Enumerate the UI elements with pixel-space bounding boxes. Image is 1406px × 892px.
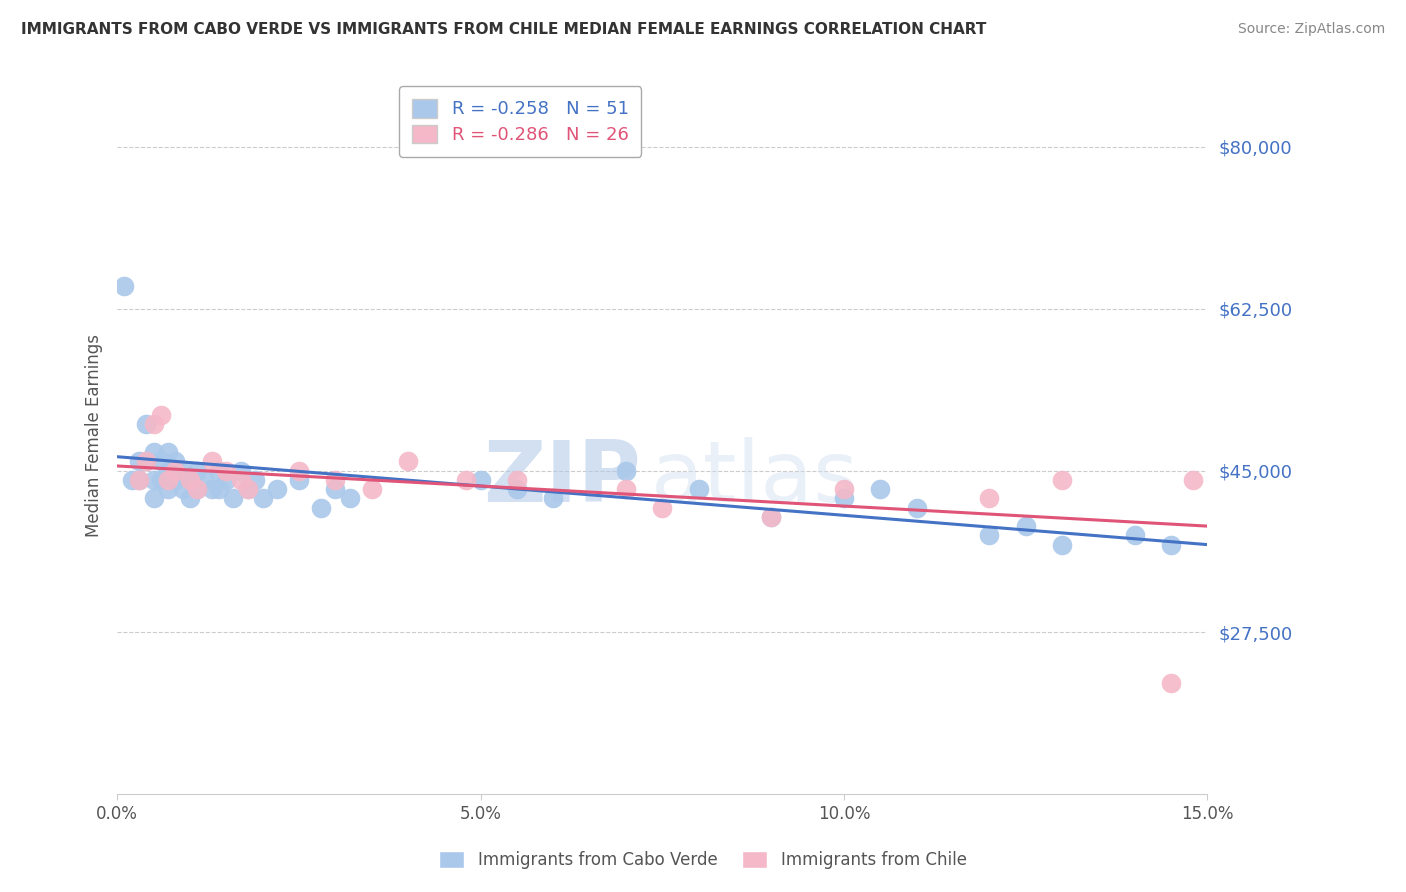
Point: [229, 473, 252, 487]
Point: [236, 482, 259, 496]
Point: [222, 491, 245, 506]
Point: [201, 482, 224, 496]
Text: Source: ZipAtlas.com: Source: ZipAtlas.com: [1237, 22, 1385, 37]
Point: [1050, 473, 1073, 487]
Point: [135, 417, 157, 432]
Point: [128, 473, 150, 487]
Point: [266, 482, 288, 496]
Point: [309, 500, 332, 515]
Text: atlas: atlas: [651, 437, 859, 520]
Point: [135, 454, 157, 468]
Point: [236, 482, 259, 496]
Point: [142, 473, 165, 487]
Point: [149, 473, 172, 487]
Legend: R = -0.258   N = 51, R = -0.286   N = 26: R = -0.258 N = 51, R = -0.286 N = 26: [399, 87, 641, 157]
Point: [288, 473, 311, 487]
Point: [614, 464, 637, 478]
Point: [142, 445, 165, 459]
Point: [1181, 473, 1204, 487]
Point: [323, 473, 346, 487]
Point: [179, 491, 201, 506]
Point: [172, 482, 194, 496]
Point: [186, 464, 208, 478]
Point: [979, 491, 1001, 506]
Point: [506, 473, 529, 487]
Point: [688, 482, 710, 496]
Point: [186, 482, 208, 496]
Point: [165, 464, 187, 478]
Point: [157, 473, 180, 487]
Point: [128, 473, 150, 487]
Point: [208, 482, 231, 496]
Point: [208, 464, 231, 478]
Text: ZIP: ZIP: [482, 437, 640, 520]
Point: [186, 482, 208, 496]
Point: [128, 454, 150, 468]
Point: [832, 482, 855, 496]
Point: [339, 491, 361, 506]
Point: [1160, 538, 1182, 552]
Point: [121, 473, 143, 487]
Point: [979, 528, 1001, 542]
Point: [201, 454, 224, 468]
Legend: Immigrants from Cabo Verde, Immigrants from Chile: Immigrants from Cabo Verde, Immigrants f…: [429, 841, 977, 880]
Point: [135, 454, 157, 468]
Point: [761, 509, 783, 524]
Point: [193, 473, 215, 487]
Point: [454, 473, 477, 487]
Point: [905, 500, 928, 515]
Point: [245, 473, 267, 487]
Point: [252, 491, 274, 506]
Point: [179, 473, 201, 487]
Point: [761, 509, 783, 524]
Point: [1123, 528, 1146, 542]
Point: [614, 482, 637, 496]
Point: [288, 464, 311, 478]
Point: [832, 491, 855, 506]
Point: [541, 491, 564, 506]
Point: [157, 482, 180, 496]
Point: [142, 491, 165, 506]
Y-axis label: Median Female Earnings: Median Female Earnings: [86, 334, 103, 537]
Point: [1014, 519, 1036, 533]
Point: [142, 417, 165, 432]
Point: [215, 473, 238, 487]
Point: [215, 464, 238, 478]
Point: [172, 464, 194, 478]
Point: [1050, 538, 1073, 552]
Point: [229, 464, 252, 478]
Point: [157, 464, 180, 478]
Point: [149, 408, 172, 422]
Point: [396, 454, 419, 468]
Point: [651, 500, 673, 515]
Point: [1160, 676, 1182, 690]
Point: [869, 482, 891, 496]
Point: [157, 445, 180, 459]
Text: IMMIGRANTS FROM CABO VERDE VS IMMIGRANTS FROM CHILE MEDIAN FEMALE EARNINGS CORRE: IMMIGRANTS FROM CABO VERDE VS IMMIGRANTS…: [21, 22, 987, 37]
Point: [165, 473, 187, 487]
Point: [323, 482, 346, 496]
Point: [506, 482, 529, 496]
Point: [470, 473, 492, 487]
Point: [165, 454, 187, 468]
Point: [360, 482, 382, 496]
Point: [114, 278, 136, 293]
Point: [179, 473, 201, 487]
Point: [149, 454, 172, 468]
